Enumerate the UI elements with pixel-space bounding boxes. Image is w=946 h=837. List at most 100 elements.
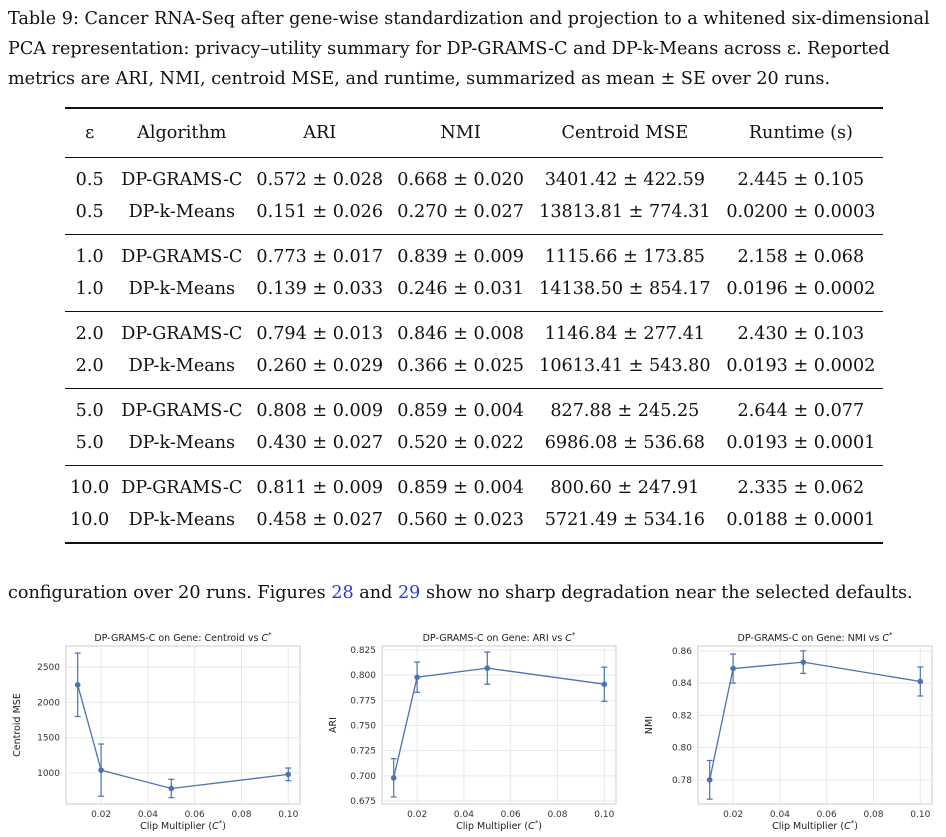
y-tick-label: 0.800 bbox=[350, 671, 376, 681]
cell-mse: 14138.50 ± 854.17 bbox=[539, 279, 711, 299]
cell-nmi: 0.839 ± 0.009 bbox=[397, 247, 524, 267]
y-tick-label: 2500 bbox=[37, 663, 60, 673]
cell-nmi: 0.270 ± 0.027 bbox=[397, 202, 524, 222]
cell-ari: 0.572 ± 0.028 bbox=[256, 170, 384, 190]
cell-runtime: 2.445 ± 0.105 bbox=[737, 170, 865, 190]
cell-nmi: 0.366 ± 0.025 bbox=[397, 356, 524, 376]
table-header-row: ε Algorithm ARI NMI Centroid MSE Runtime… bbox=[65, 108, 883, 158]
cell-algorithm: DP-GRAMS-C bbox=[121, 247, 243, 267]
cell-runtime: 2.158 ± 0.068 bbox=[737, 247, 865, 267]
cell-nmi: 0.520 ± 0.022 bbox=[397, 433, 524, 453]
series-line bbox=[393, 667, 605, 778]
table-row: 2.0 DP-k-Means 0.260 ± 0.029 0.366 ± 0.0… bbox=[65, 350, 883, 389]
figure-ref-link-28[interactable]: 28 bbox=[331, 583, 354, 603]
y-axis-label: NMI bbox=[644, 716, 655, 734]
cell-runtime: 2.644 ± 0.077 bbox=[737, 401, 865, 421]
cell-nmi: 0.560 ± 0.023 bbox=[397, 510, 524, 530]
table-group: 5.0 DP-GRAMS-C 0.808 ± 0.009 0.859 ± 0.0… bbox=[65, 389, 883, 466]
paragraph-text-mid: and bbox=[353, 583, 398, 603]
cell-ari: 0.808 ± 0.009 bbox=[256, 401, 384, 421]
cell-ari: 0.811 ± 0.009 bbox=[256, 478, 384, 498]
ari-chart: 0.02 0.04 0.06 0.08 0.10 0.675 0.700 0.725 0.750… bbox=[328, 631, 617, 832]
cell-epsilon: 5.0 bbox=[75, 401, 104, 421]
cell-runtime: 2.335 ± 0.062 bbox=[737, 478, 865, 498]
cell-nmi: 0.846 ± 0.008 bbox=[397, 324, 524, 344]
x-tick-label: 0.04 bbox=[454, 810, 474, 820]
cell-epsilon: 1.0 bbox=[75, 279, 104, 299]
cell-runtime: 2.430 ± 0.103 bbox=[737, 324, 865, 344]
cell-mse: 3401.42 ± 422.59 bbox=[544, 170, 705, 190]
cell-mse: 5721.49 ± 534.16 bbox=[544, 510, 705, 530]
cell-ari: 0.458 ± 0.027 bbox=[256, 510, 384, 530]
cell-ari: 0.151 ± 0.026 bbox=[256, 202, 384, 222]
table-group: 2.0 DP-GRAMS-C 0.794 ± 0.013 0.846 ± 0.0… bbox=[65, 312, 883, 389]
x-tick-label: 0.02 bbox=[723, 810, 743, 820]
x-tick-label: 0.08 bbox=[547, 810, 567, 820]
table-row: 10.0 DP-GRAMS-C 0.811 ± 0.009 0.859 ± 0.… bbox=[65, 466, 883, 505]
paragraph-text-start: configuration over 20 runs. Figures bbox=[8, 583, 332, 603]
cell-algorithm: DP-k-Means bbox=[128, 202, 236, 222]
cell-nmi: 0.668 ± 0.020 bbox=[397, 170, 524, 190]
cell-mse: 1146.84 ± 277.41 bbox=[544, 324, 705, 344]
cell-epsilon: 0.5 bbox=[75, 170, 104, 190]
cell-algorithm: DP-GRAMS-C bbox=[121, 401, 243, 421]
x-tick-label: 0.08 bbox=[863, 810, 883, 820]
x-tick-label: 0.02 bbox=[407, 810, 427, 820]
x-tick-label: 0.06 bbox=[817, 810, 837, 820]
figure-ref-link-29[interactable]: 29 bbox=[397, 583, 421, 603]
y-tick-label: 0.725 bbox=[350, 747, 376, 757]
chart-title: DP-GRAMS-C on Gene: NMI vs C* bbox=[738, 631, 894, 644]
cell-mse: 827.88 ± 245.25 bbox=[550, 401, 700, 421]
data-point-0-1 bbox=[601, 681, 608, 688]
cell-runtime: 0.0193 ± 0.0002 bbox=[726, 356, 876, 376]
chart-title: DP-GRAMS-C on Gene: Centroid vs C* bbox=[94, 631, 272, 644]
y-axis-label: Centroid MSE bbox=[12, 693, 23, 757]
cell-algorithm: DP-k-Means bbox=[128, 279, 236, 299]
data-point-0-02 bbox=[414, 674, 420, 680]
cell-algorithm: DP-k-Means bbox=[128, 433, 236, 453]
cell-algorithm: DP-GRAMS-C bbox=[121, 324, 243, 344]
cell-ari: 0.773 ± 0.017 bbox=[256, 247, 384, 267]
y-tick-label: 0.775 bbox=[350, 696, 376, 706]
col-header-mse: Centroid MSE bbox=[561, 123, 689, 143]
cell-epsilon: 1.0 bbox=[75, 247, 104, 267]
plot-area bbox=[697, 645, 933, 805]
cell-epsilon: 10.0 bbox=[70, 478, 110, 498]
col-header-nmi: NMI bbox=[440, 123, 481, 143]
plot-area bbox=[381, 645, 617, 805]
cell-algorithm: DP-k-Means bbox=[128, 356, 236, 376]
cell-epsilon: 5.0 bbox=[75, 433, 104, 453]
nmi-chart: 0.02 0.04 0.06 0.08 0.10 0.78 0.80 0.82 0.84 0.86… bbox=[644, 631, 933, 832]
cell-epsilon: 0.5 bbox=[75, 202, 104, 222]
results-table: ε Algorithm ARI NMI Centroid MSE Runtime… bbox=[65, 107, 883, 544]
data-point-0-05 bbox=[800, 659, 807, 665]
cell-mse: 6986.08 ± 536.68 bbox=[544, 433, 705, 453]
cell-ari: 0.260 ± 0.029 bbox=[256, 356, 384, 376]
y-tick-label: 1500 bbox=[37, 734, 60, 744]
cell-algorithm: DP-GRAMS-C bbox=[121, 478, 243, 498]
y-tick-label: 0.80 bbox=[672, 744, 692, 754]
series-line bbox=[77, 684, 289, 790]
chart-title: DP-GRAMS-C on Gene: ARI vs C* bbox=[423, 631, 576, 644]
cell-runtime: 0.0188 ± 0.0001 bbox=[726, 510, 876, 530]
cell-ari: 0.139 ± 0.033 bbox=[256, 279, 384, 299]
cell-runtime: 0.0193 ± 0.0001 bbox=[726, 433, 876, 453]
cell-epsilon: 2.0 bbox=[75, 356, 104, 376]
data-point-0-1 bbox=[917, 678, 924, 685]
x-axis-label: Clip Multiplier (C*) bbox=[772, 819, 858, 832]
y-tick-label: 0.825 bbox=[350, 646, 376, 656]
x-tick-label: 0.10 bbox=[278, 810, 298, 820]
x-tick-label: 0.04 bbox=[138, 810, 158, 820]
cell-mse: 13813.81 ± 774.31 bbox=[539, 202, 711, 222]
y-tick-label: 0.78 bbox=[672, 776, 692, 786]
y-tick-label: 0.84 bbox=[672, 679, 692, 689]
x-tick-label: 0.10 bbox=[910, 810, 930, 820]
y-tick-label: 0.675 bbox=[350, 797, 376, 807]
cell-mse: 1115.66 ± 173.85 bbox=[544, 247, 705, 267]
data-point-0-02 bbox=[98, 767, 104, 773]
data-point-0-05 bbox=[484, 665, 491, 671]
table-row: 1.0 DP-k-Means 0.139 ± 0.033 0.246 ± 0.0… bbox=[65, 273, 883, 312]
data-point-0-1 bbox=[285, 771, 292, 778]
table-group: 1.0 DP-GRAMS-C 0.773 ± 0.017 0.839 ± 0.0… bbox=[65, 235, 883, 312]
y-tick-label: 0.86 bbox=[672, 647, 692, 657]
